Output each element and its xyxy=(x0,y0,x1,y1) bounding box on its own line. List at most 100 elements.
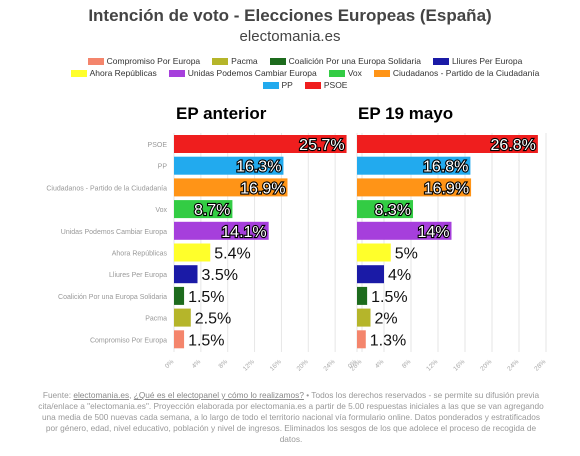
legend-label: Coalición Por una Europa Solidaria xyxy=(288,56,421,66)
bar xyxy=(174,330,185,349)
legend-label: Pacma xyxy=(231,56,258,66)
bar xyxy=(174,286,185,305)
bar xyxy=(357,265,384,284)
bar xyxy=(174,178,288,197)
footer-body: • Todos los derechos reservados - se per… xyxy=(38,390,544,444)
data-label: 16.9% xyxy=(424,180,469,197)
legend-item[interactable]: Unidas Podemos Cambiar Europa xyxy=(168,68,317,78)
legend-swatch xyxy=(373,69,390,77)
data-label: 5.4% xyxy=(214,246,250,263)
x-tick-label: 12% xyxy=(425,358,439,372)
y-category-label: Vox xyxy=(155,207,167,214)
bar xyxy=(357,178,472,197)
legend-swatch xyxy=(168,69,185,77)
data-label: 1.5% xyxy=(188,332,224,349)
legend-item[interactable]: Coalición Por una Europa Solidaria xyxy=(269,56,421,66)
bar xyxy=(174,221,269,240)
bar xyxy=(174,200,233,219)
legend-label: Ahora Repúblicas xyxy=(89,68,157,78)
data-label: 25.7% xyxy=(299,137,344,154)
x-tick-label: 4% xyxy=(191,358,203,370)
legend-label: Unidas Podemos Cambiar Europa xyxy=(187,68,317,78)
footer-link-electopanel[interactable]: ¿Qué es el electopanel y cómo lo realiza… xyxy=(133,390,304,400)
x-tick-label: 24% xyxy=(322,358,336,372)
data-label: 8.7% xyxy=(194,202,230,219)
legend: Compromiso Por Europa Pacma Coalición Por … xyxy=(70,56,540,90)
legend-label: Lliures Per Europa xyxy=(451,56,523,66)
y-category-label: Pacma xyxy=(145,316,167,323)
x-tick-label: 8% xyxy=(401,358,413,370)
legend-item[interactable]: Compromiso Por Europa xyxy=(87,56,201,66)
legend-label: PP xyxy=(281,80,293,90)
data-label: 8.3% xyxy=(375,202,411,219)
data-label: 16.8% xyxy=(423,159,468,176)
bar xyxy=(357,135,538,153)
legend-label: Vox xyxy=(347,68,362,78)
panel-title-right: EP 19 mayo xyxy=(358,104,454,123)
legend-swatch xyxy=(328,69,345,77)
x-tick-label: 0% xyxy=(164,358,176,370)
bar xyxy=(174,265,198,284)
panel-title-left: EP anterior xyxy=(176,104,267,123)
data-label: 14% xyxy=(417,224,449,241)
bar xyxy=(174,156,284,175)
legend-swatch xyxy=(87,57,104,65)
legend-label: Ciudadanos - Partido de la Ciudadanía xyxy=(392,68,540,78)
data-label: 5% xyxy=(395,246,418,263)
bar xyxy=(357,221,452,240)
chart-subtitle: electomania.es xyxy=(239,28,341,45)
y-category-label: Ahora Repúblicas xyxy=(112,251,168,258)
x-tick-label: 16% xyxy=(452,358,466,372)
legend-swatch xyxy=(304,81,321,89)
data-label: 1.3% xyxy=(370,332,406,349)
x-tick-label: 28% xyxy=(533,358,547,372)
bar xyxy=(174,308,191,327)
footer-note: Fuente: electomania.es, ¿Qué es el elect… xyxy=(36,390,546,445)
data-label: 14.1% xyxy=(221,224,266,241)
x-tick-label: 20% xyxy=(296,358,310,372)
legend-item[interactable]: Pacma xyxy=(212,56,258,66)
chart-title: Intención de voto - Elecciones Europeas … xyxy=(88,6,492,25)
x-tick-label: 0% xyxy=(347,358,359,370)
data-label: 16.9% xyxy=(240,180,285,197)
data-label: 4% xyxy=(388,267,411,284)
bar xyxy=(174,135,347,153)
y-category-label: Lliures Per Europa xyxy=(109,272,167,279)
legend-swatch xyxy=(432,57,449,65)
legend-item[interactable]: Lliures Per Europa xyxy=(432,56,523,66)
bar xyxy=(174,243,211,262)
data-label: 16.3% xyxy=(236,159,281,176)
bar-chart: 0% 4% 8% 12% 16% 20% 24% 28% PSOE 25.7% PP 16.3% Ciu… xyxy=(46,133,548,373)
legend-item[interactable]: Ciudadanos - Partido de la Ciudadanía xyxy=(373,68,540,78)
legend-swatch xyxy=(262,81,279,89)
bar xyxy=(357,330,366,349)
legend-swatch xyxy=(212,57,229,65)
y-category-label: PP xyxy=(158,164,168,171)
legend-swatch xyxy=(269,57,286,65)
data-label: 26.8% xyxy=(491,137,536,154)
data-label: 1.5% xyxy=(188,289,224,306)
x-tick-label: 8% xyxy=(218,358,230,370)
x-tick-label: 24% xyxy=(506,358,520,372)
x-tick-label: 4% xyxy=(374,358,386,370)
y-category-label: Ciudadanos - Partido de la Ciudadanía xyxy=(46,185,167,192)
footer-sep: , xyxy=(129,390,134,400)
bar xyxy=(357,156,471,175)
bar xyxy=(357,308,371,327)
legend-label: PSOE xyxy=(323,80,348,90)
x-tick-label: 12% xyxy=(242,358,256,372)
legend-item[interactable]: Vox xyxy=(328,68,362,78)
legend-item[interactable]: PP xyxy=(262,80,293,90)
y-category-label: PSOE xyxy=(148,142,168,149)
data-label: 1.5% xyxy=(371,289,407,306)
footer-link-electomania[interactable]: electomania.es xyxy=(73,390,130,400)
legend-label: Compromiso Por Europa xyxy=(106,56,201,66)
data-label: 3.5% xyxy=(202,267,238,284)
bar xyxy=(357,200,414,219)
y-category-label: Compromiso Por Europa xyxy=(90,337,167,344)
bar xyxy=(357,243,391,262)
footer-prefix: Fuente: xyxy=(42,390,74,400)
bar xyxy=(357,286,368,305)
legend-item[interactable]: PSOE xyxy=(304,80,348,90)
legend-item[interactable]: Ahora Repúblicas xyxy=(70,68,157,78)
